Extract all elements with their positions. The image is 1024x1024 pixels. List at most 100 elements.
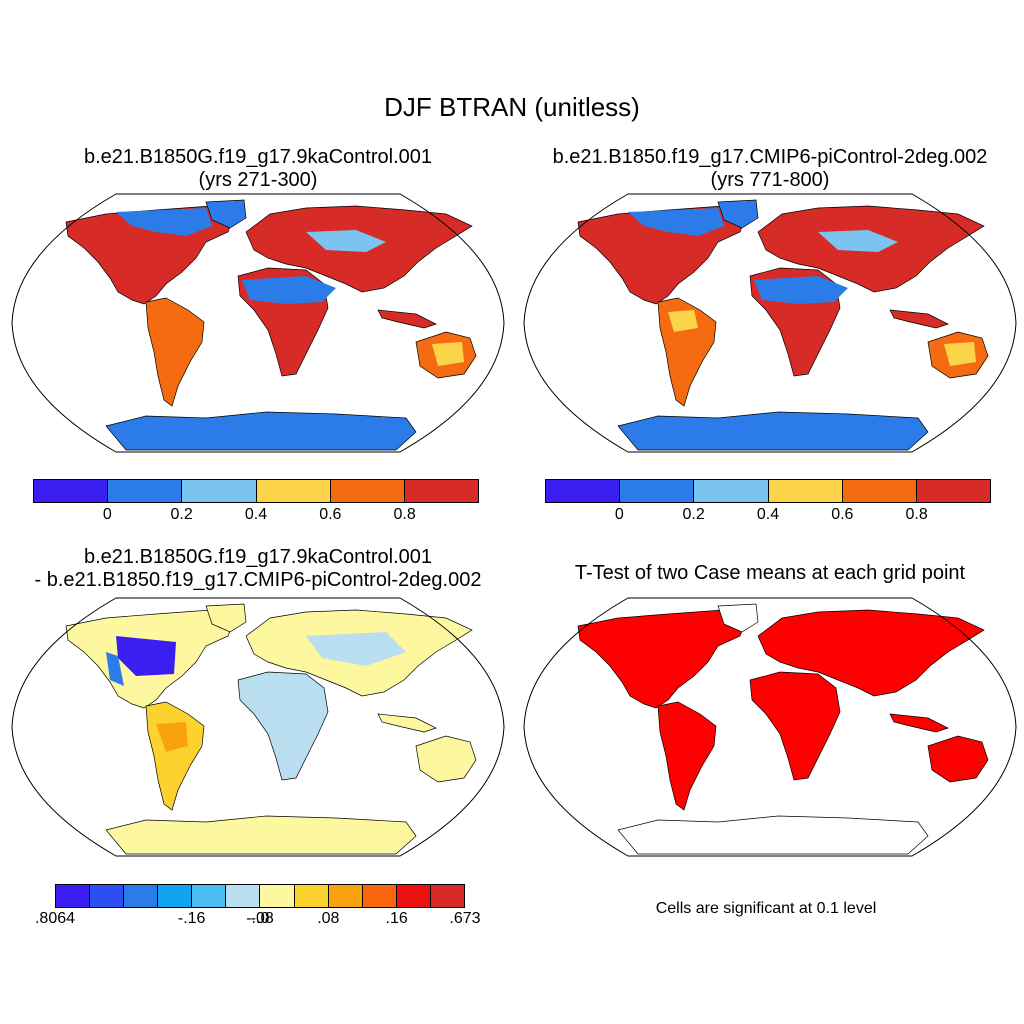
- colorbar-tick-label: .8064: [34, 910, 76, 927]
- diff-title: b.e21.B1850G.f19_g17.9kaControl.001 - b.…: [0, 546, 516, 592]
- australia-interior: [432, 342, 464, 366]
- case2-title: b.e21.B1850.f19_g17.CMIP6-piControl-2deg…: [516, 146, 1024, 192]
- ttest-title: T-Test of two Case means at each grid po…: [574, 562, 966, 584]
- asia-region: [818, 230, 898, 252]
- colorbar-segment: [226, 885, 261, 907]
- colorbar-segment: [430, 885, 464, 907]
- continent-antarctica: [617, 411, 929, 451]
- diff-map: [11, 597, 505, 857]
- colorbar-segment: [694, 480, 769, 502]
- arctic-region: [628, 208, 724, 236]
- colorbar-tick-label: 0.4: [756, 506, 780, 523]
- diff-title-line1: b.e21.B1850G.f19_g17.9kaControl.001: [83, 546, 433, 568]
- colorbar-segment: [546, 480, 621, 502]
- case1-map: [11, 193, 505, 453]
- colorbar-segment: [916, 480, 991, 502]
- map-border: [523, 597, 1017, 857]
- australia-interior: [944, 342, 976, 366]
- figure-title: DJF BTRAN (unitless): [384, 92, 640, 122]
- continent-africa: [237, 671, 329, 781]
- colorbar-segment: [108, 480, 183, 502]
- continent-greenland: [717, 199, 759, 229]
- colorbar-segment: [328, 885, 363, 907]
- na-west-region: [106, 652, 124, 686]
- case2-map: [523, 193, 1017, 453]
- continent-greenland: [205, 199, 247, 229]
- diff-title-line2: - b.e21.B1850.f19_g17.CMIP6-piControl-2d…: [34, 569, 482, 591]
- continent-eurasia: [757, 609, 985, 697]
- arctic-region: [116, 208, 212, 236]
- colorbar-segment: [620, 480, 695, 502]
- eurasia-negative-region: [306, 632, 406, 666]
- southern-africa-region: [784, 338, 818, 372]
- continent-samerica: [657, 701, 717, 811]
- continent-namerica: [577, 609, 749, 709]
- case1-title-line2: (yrs 271-300): [198, 169, 318, 191]
- colorbar-segment: [56, 885, 91, 907]
- continent-indonesia: [889, 309, 949, 329]
- continent-greenland: [717, 603, 759, 633]
- southern-africa-region: [272, 338, 306, 372]
- colorbar-segment: [768, 480, 843, 502]
- diff-colorbar-labels: .8064 -.16 -.08 -.0 .08 .16 .673: [35, 910, 481, 930]
- colorbar-tick-label: .16: [385, 910, 408, 927]
- colorbar-tick-label: 0.8: [905, 506, 928, 523]
- ttest-map: [523, 597, 1017, 857]
- colorbar-segment: [404, 480, 479, 502]
- map-border: [523, 193, 1017, 453]
- case1-colorbar: [33, 479, 479, 503]
- case2-title-line2: (yrs 771-800): [710, 169, 830, 191]
- map-border: [11, 193, 505, 453]
- na-negative-region: [116, 636, 176, 676]
- colorbar-segment: [124, 885, 159, 907]
- case2-title-line1: b.e21.B1850.f19_g17.CMIP6-piControl-2deg…: [552, 146, 988, 168]
- colorbar-tick-label: 0.4: [244, 506, 268, 523]
- colorbar-tick-label: -.0: [250, 910, 270, 927]
- colorbar-segment: [90, 885, 125, 907]
- case2-colorbar-labels: 0 0.2 0.4 0.6 0.8: [545, 506, 991, 526]
- colorbar-segment: [330, 480, 405, 502]
- case1-title-line1: b.e21.B1850G.f19_g17.9kaControl.001: [83, 146, 433, 168]
- colorbar-tick-label: 0.2: [682, 506, 705, 523]
- continent-antarctica: [105, 411, 417, 451]
- diff-colorbar: [55, 884, 465, 908]
- colorbar-tick-label: 0.2: [170, 506, 193, 523]
- colorbar-tick-label: .673: [449, 910, 481, 927]
- colorbar-segment: [362, 885, 397, 907]
- continent-indonesia: [889, 713, 949, 733]
- continent-antarctica: [105, 815, 417, 855]
- colorbar-tick-label: 0.6: [319, 506, 342, 523]
- continent-indonesia: [377, 309, 437, 329]
- colorbar-segment: [182, 480, 257, 502]
- continent-indonesia: [377, 713, 437, 733]
- amazon-region: [668, 310, 698, 332]
- colorbar-segment: [294, 885, 329, 907]
- colorbar-tick-label: 0: [102, 506, 112, 523]
- case1-colorbar-labels: 0 0.2 0.4 0.6 0.8: [33, 506, 479, 526]
- amazon-positive-region: [156, 722, 188, 752]
- map-border: [11, 597, 505, 857]
- case1-title: b.e21.B1850G.f19_g17.9kaControl.001 (yrs…: [0, 146, 516, 192]
- colorbar-tick-label: -.16: [177, 910, 206, 927]
- continent-antarctica: [617, 815, 929, 855]
- colorbar-tick-label: 0: [614, 506, 624, 523]
- ttest-note: Cells are significant at 0.1 level: [655, 900, 877, 917]
- colorbar-segment: [256, 480, 331, 502]
- continent-australia: [927, 735, 989, 783]
- colorbar-segment: [842, 480, 917, 502]
- asia-region: [306, 230, 386, 252]
- case2-colorbar: [545, 479, 991, 503]
- continent-africa: [749, 671, 841, 781]
- colorbar-segment: [158, 885, 193, 907]
- sahara-region: [754, 276, 848, 304]
- continent-australia: [415, 735, 477, 783]
- colorbar-segment: [396, 885, 431, 907]
- colorbar-tick-label: .08: [317, 910, 340, 927]
- sahara-region: [242, 276, 336, 304]
- colorbar-tick-label: -.08: [246, 910, 274, 927]
- continent-samerica: [145, 297, 205, 407]
- continent-samerica: [145, 701, 205, 811]
- colorbar-segment: [34, 480, 109, 502]
- colorbar-segment: [260, 885, 295, 907]
- colorbar-tick-label: 0.8: [393, 506, 416, 523]
